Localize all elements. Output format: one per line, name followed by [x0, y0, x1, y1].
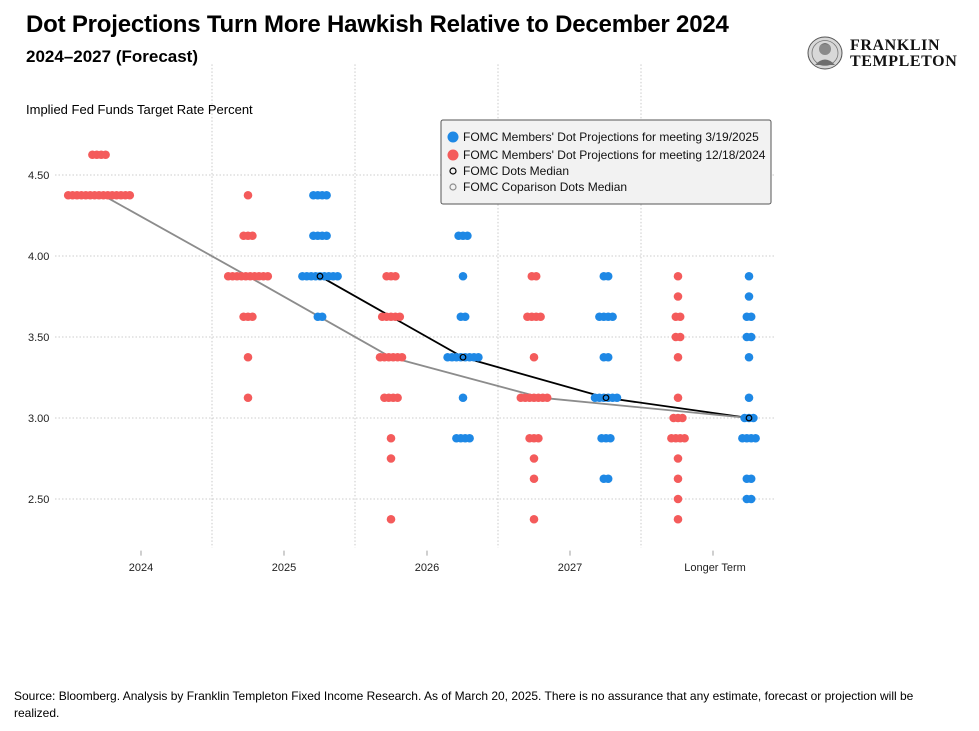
- dot-december-2024: [386, 433, 396, 443]
- x-tick-label: 2027: [558, 562, 582, 574]
- median-lines-layer: [102, 194, 750, 419]
- dot-december-2024: [673, 474, 683, 484]
- dot-december-2024: [125, 190, 135, 200]
- logo-text-templeton: TEMPLETON: [850, 53, 958, 70]
- legend-entry-label: FOMC Coparison Dots Median: [463, 180, 627, 194]
- y-axis-label: Implied Fed Funds Target Rate Percent: [26, 102, 253, 117]
- dot-march-2025: [608, 312, 617, 322]
- dot-december-2024: [529, 474, 539, 484]
- dot-december-2024: [675, 332, 685, 342]
- median-markers-layer: [316, 272, 753, 422]
- dot-plot-chart: 4.50 4.00 3.50 3.00 2.50 2024 2025 2026 2027 Long…: [28, 64, 775, 574]
- dot-december-2024: [675, 312, 685, 322]
- legend-box: [440, 119, 772, 205]
- dot-march-2025: [746, 474, 756, 484]
- y-tick-label: 4.50: [28, 170, 49, 182]
- dot-december-2024: [391, 271, 400, 281]
- y-tick-label: 2.50: [28, 494, 49, 506]
- dot-march-2025: [744, 292, 754, 301]
- dot-december-2024: [386, 514, 396, 524]
- legend-ring-icon: [449, 167, 457, 175]
- dot-december-2024: [248, 231, 257, 241]
- dot-december-2024: [397, 352, 407, 362]
- franklin-templeton-logo: FRANKLIN TEMPLETON: [806, 36, 966, 72]
- dot-march-2025: [603, 271, 613, 281]
- dot-march-2025: [612, 393, 622, 403]
- dot-december-2024: [248, 312, 257, 322]
- dot-march-2025: [474, 352, 483, 362]
- dot-december-2024: [542, 393, 552, 403]
- source-note: Source: Bloomberg. Analysis by Franklin …: [14, 689, 914, 720]
- legend-dot-icon: [447, 131, 459, 143]
- dot-march-2025: [458, 271, 468, 281]
- y-tick-label: 3.00: [28, 413, 49, 425]
- dot-march-2025: [744, 393, 754, 403]
- logo-text-franklin: FRANKLIN: [850, 37, 941, 54]
- legend-ring-icon: [449, 183, 457, 191]
- dot-december-2024: [673, 454, 683, 463]
- dots-layer: [63, 150, 760, 524]
- dot-march-2025: [603, 474, 613, 484]
- dot-december-2024: [393, 393, 402, 403]
- benjamin-franklin-portrait-icon: [807, 36, 843, 70]
- dot-march-2025: [317, 312, 327, 322]
- legend-entry-label: FOMC Dots Median: [463, 164, 569, 178]
- dot-march-2025: [333, 271, 342, 281]
- dot-december-2024: [263, 271, 273, 281]
- chart-subtitle: 2024–2027 (Forecast): [26, 47, 199, 66]
- x-tick-label: 2024: [129, 562, 153, 574]
- dot-march-2025: [322, 190, 331, 200]
- dot-december-2024: [673, 292, 683, 301]
- median-marker-march: [745, 414, 753, 422]
- dot-march-2025: [463, 231, 472, 241]
- median-marker-march: [602, 394, 610, 402]
- dot-december-2024: [101, 150, 110, 160]
- x-tick-label: 2025: [272, 562, 296, 574]
- dot-march-2025: [458, 393, 468, 403]
- ticks-layer: 4.50 4.00 3.50 3.00 2.50 2024 2025 2026 2027 Long…: [28, 170, 746, 574]
- dot-december-2024: [386, 454, 396, 463]
- x-tick-label: 2026: [415, 562, 439, 574]
- dot-december-2024: [529, 514, 539, 524]
- median-marker-march: [459, 353, 467, 361]
- chart-title: Dot Projections Turn More Hawkish Relati…: [26, 11, 729, 38]
- dot-december-2024: [673, 352, 683, 362]
- dot-march-2025: [744, 352, 754, 362]
- dot-december-2024: [531, 271, 541, 281]
- dot-march-2025: [746, 494, 756, 504]
- dot-march-2025: [465, 433, 474, 443]
- legend: FOMC Members' Dot Projections for meetin…: [440, 119, 772, 205]
- dot-december-2024: [536, 312, 545, 322]
- y-tick-label: 3.50: [28, 332, 49, 344]
- dot-march-2025: [746, 312, 756, 322]
- legend-entry-label: FOMC Members' Dot Projections for meetin…: [463, 148, 766, 162]
- y-tick-label: 4.00: [28, 251, 49, 263]
- dot-december-2024: [529, 454, 539, 463]
- dot-march-2025: [751, 433, 760, 443]
- dot-march-2025: [606, 433, 615, 443]
- dot-march-2025: [322, 231, 331, 241]
- dot-december-2024: [678, 413, 687, 423]
- dot-december-2024: [673, 514, 683, 524]
- dot-december-2024: [534, 433, 543, 443]
- legend-dot-icon: [447, 149, 459, 161]
- dot-march-2025: [603, 352, 613, 362]
- median-line-december: [102, 194, 750, 419]
- median-marker-march: [316, 272, 324, 280]
- dot-march-2025: [460, 312, 470, 322]
- dot-december-2024: [243, 393, 253, 403]
- dot-december-2024: [673, 494, 683, 504]
- dot-march-2025: [744, 271, 754, 281]
- x-tick-label: Longer Term: [684, 562, 746, 574]
- dot-march-2025: [746, 332, 756, 342]
- dot-december-2024: [395, 312, 405, 322]
- dot-december-2024: [673, 271, 683, 281]
- dot-december-2024: [680, 433, 689, 443]
- dot-december-2024: [243, 190, 253, 200]
- dot-december-2024: [673, 393, 683, 403]
- dot-december-2024: [529, 352, 539, 362]
- dot-december-2024: [243, 352, 253, 362]
- legend-entry-label: FOMC Members' Dot Projections for meetin…: [463, 130, 759, 144]
